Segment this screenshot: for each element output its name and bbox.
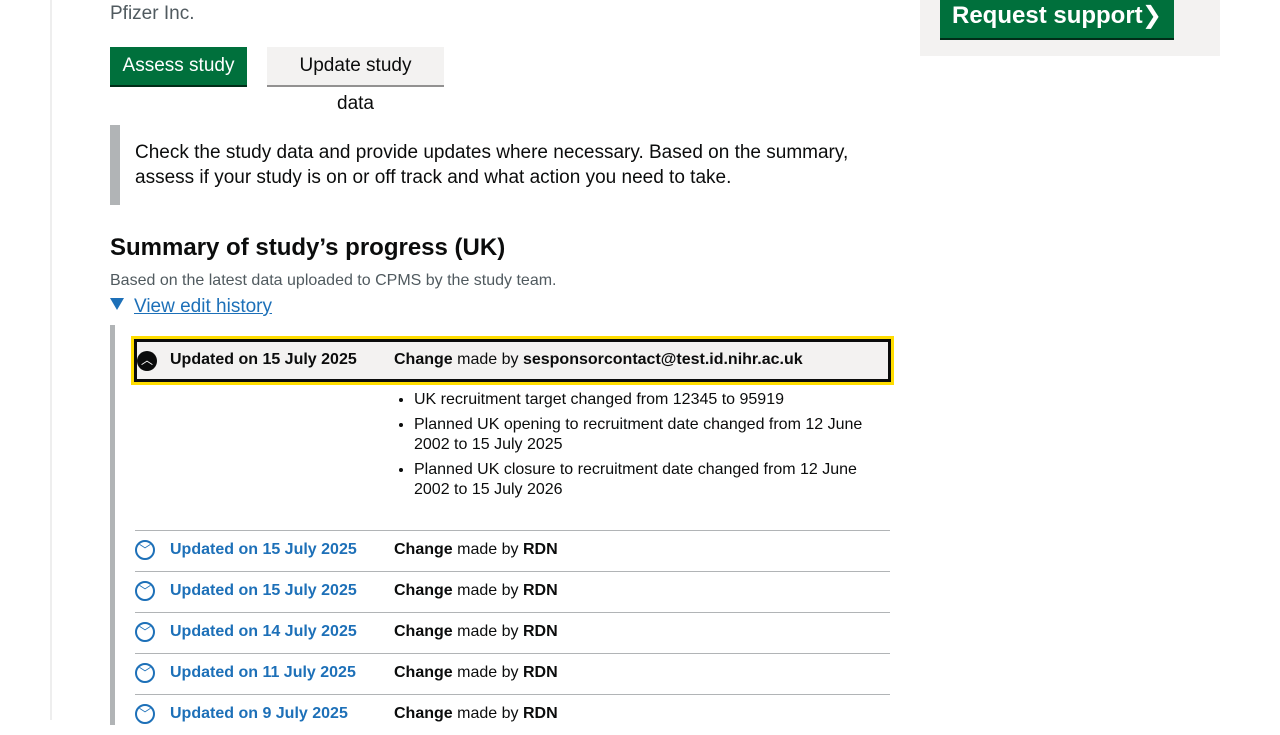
made-by-text: made by [457, 664, 519, 681]
view-edit-history-link[interactable]: View edit history [134, 296, 272, 317]
chevron-down-icon: ﹀ [135, 704, 155, 724]
change-word: Change [394, 582, 453, 599]
chevron-up-icon: ︿ [137, 351, 157, 371]
change-list: UK recruitment target changed from 12345… [394, 390, 894, 505]
made-by-text: made by [457, 582, 519, 599]
update-study-data-button[interactable]: Update study data [267, 47, 444, 114]
history-item-date[interactable]: Updated on 11 July 2025 [170, 664, 356, 681]
separator [135, 530, 890, 531]
history-item-date: Updated on 15 July 2025 [170, 351, 357, 368]
change-word: Change [394, 705, 453, 722]
change-word: Change [394, 623, 453, 640]
history-item-date[interactable]: Updated on 15 July 2025 [170, 582, 357, 599]
change-word: Change [394, 664, 453, 681]
author: RDN [522, 541, 558, 558]
history-item-change: Change made by RDN [394, 541, 558, 559]
chevron-down-icon: ﹀ [135, 622, 155, 642]
history-border [110, 325, 115, 725]
assess-study-button[interactable]: Assess study [110, 47, 247, 85]
separator [135, 653, 890, 654]
view-edit-history-toggle[interactable]: View edit history [110, 296, 272, 318]
page-border [50, 0, 52, 720]
history-item-change: Change made by sesponsorcontact@test.id.… [394, 351, 803, 369]
separator [135, 571, 890, 572]
triangle-down-icon [110, 298, 124, 310]
history-item-date[interactable]: Updated on 9 July 2025 [170, 705, 348, 722]
summary-heading: Summary of study’s progress (UK) [110, 234, 506, 261]
history-item-change: Change made by RDN [394, 664, 558, 682]
author: RDN [522, 623, 558, 640]
history-item-change: Change made by RDN [394, 582, 558, 600]
history-item[interactable]: ﹀ Updated on 9 July 2025 Change made by … [135, 694, 890, 735]
author: RDN [522, 582, 558, 599]
separator [135, 612, 890, 613]
history-item-change: Change made by RDN [394, 705, 558, 723]
author: RDN [522, 664, 558, 681]
author: RDN [522, 705, 558, 722]
made-by-text: made by [457, 541, 519, 558]
made-by-text: made by [457, 705, 519, 722]
made-by-text: made by [457, 351, 519, 368]
history-item-open-header[interactable]: ︿ Updated on 15 July 2025 Change made by… [131, 336, 894, 385]
history-item-change: Change made by RDN [394, 623, 558, 641]
request-support-label: Request support [952, 2, 1143, 29]
change-word: Change [394, 351, 453, 368]
change-list-item: UK recruitment target changed from 12345… [414, 390, 894, 410]
change-word: Change [394, 541, 453, 558]
sponsor-name: Pfizer Inc. [110, 3, 195, 24]
inset-text: Check the study data and provide updates… [110, 125, 870, 205]
change-list-item: Planned UK closure to recruitment date c… [414, 460, 894, 500]
separator [135, 694, 890, 695]
history-item[interactable]: ﹀ Updated on 14 July 2025 Change made by… [135, 612, 890, 653]
chevron-right-icon: ❯ [1141, 2, 1162, 29]
request-support-button[interactable]: Request support ❯ [940, 0, 1174, 38]
chevron-down-icon: ﹀ [135, 663, 155, 683]
chevron-down-icon: ﹀ [135, 540, 155, 560]
history-item[interactable]: ﹀ Updated on 11 July 2025 Change made by… [135, 653, 890, 694]
made-by-text: made by [457, 623, 519, 640]
author: sesponsorcontact@test.id.nihr.ac.uk [522, 351, 803, 368]
history-item[interactable]: ﹀ Updated on 15 July 2025 Change made by… [135, 530, 890, 571]
summary-hint: Based on the latest data uploaded to CPM… [110, 272, 557, 289]
chevron-down-icon: ﹀ [135, 581, 155, 601]
history-item-date[interactable]: Updated on 15 July 2025 [170, 541, 357, 558]
history-item-date[interactable]: Updated on 14 July 2025 [170, 623, 357, 640]
change-list-item: Planned UK opening to recruitment date c… [414, 415, 894, 455]
history-item[interactable]: ﹀ Updated on 15 July 2025 Change made by… [135, 571, 890, 612]
